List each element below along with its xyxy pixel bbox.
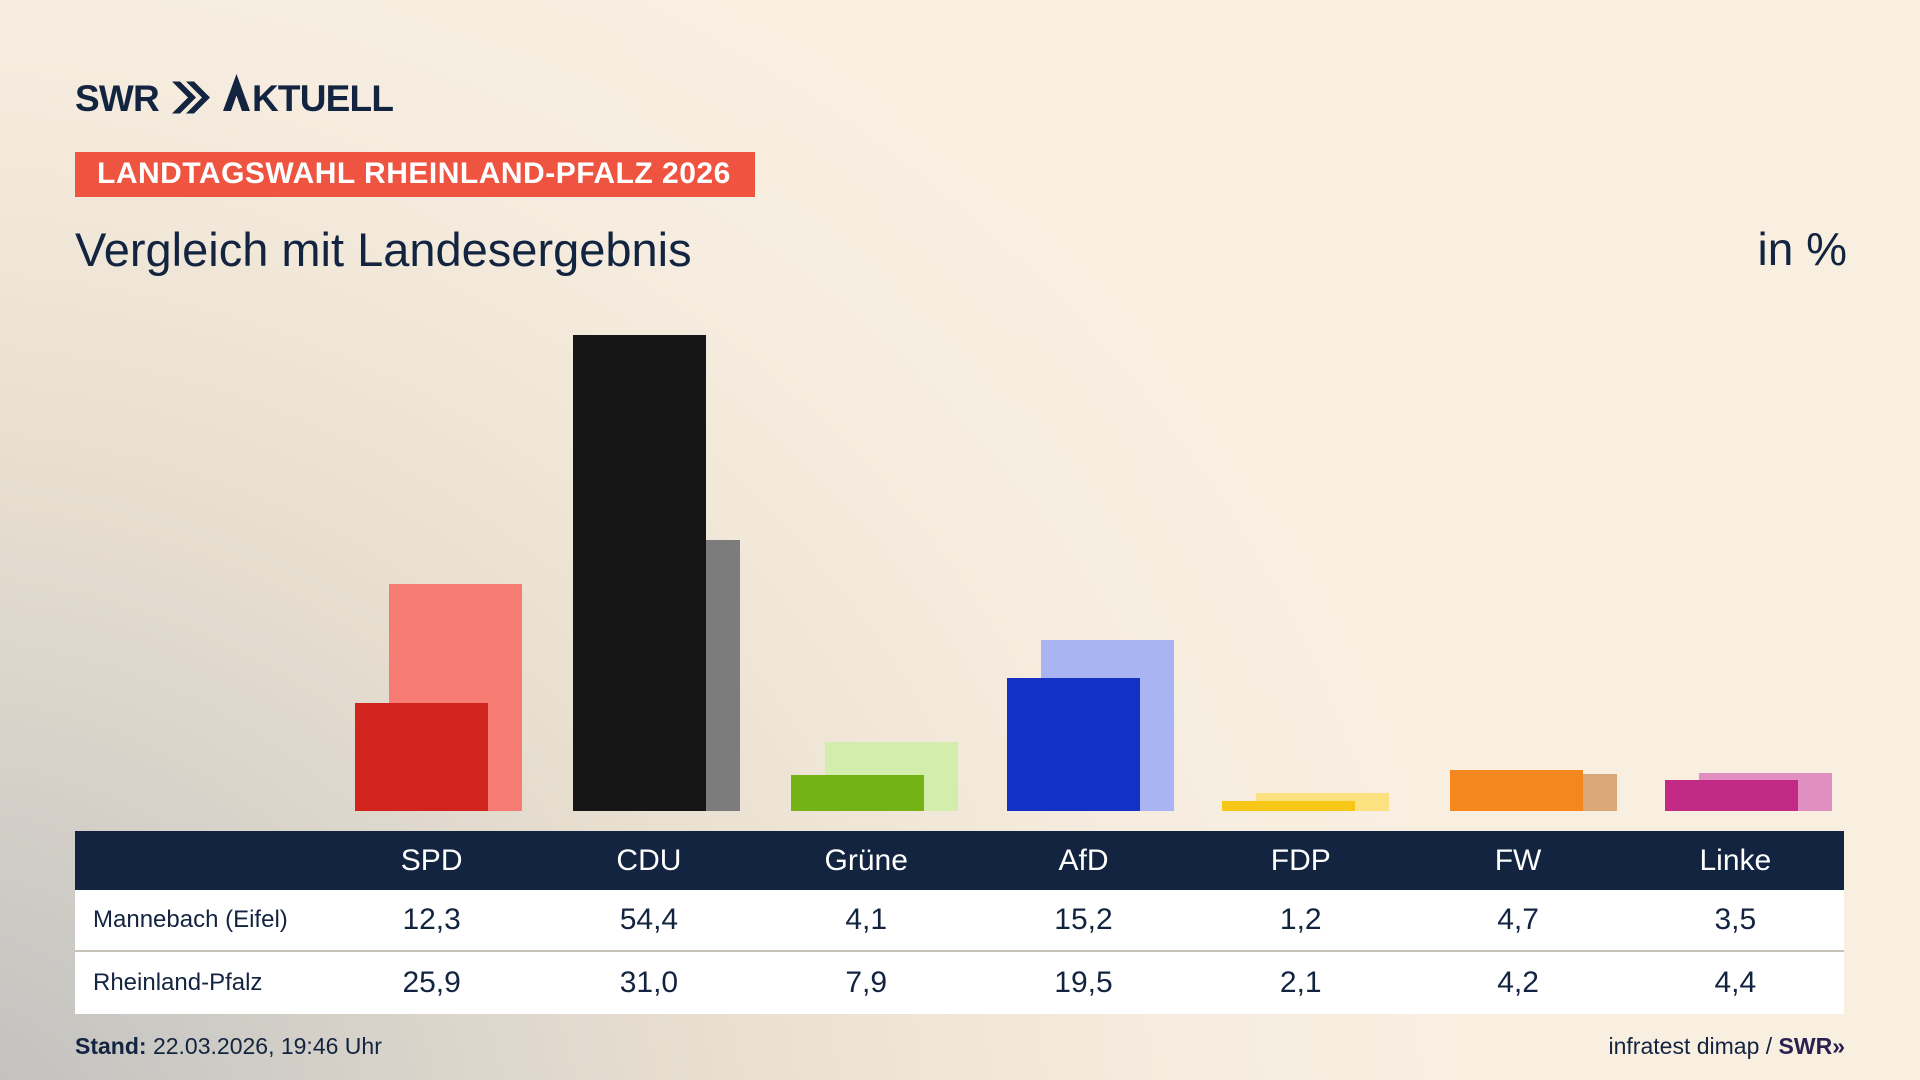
svg-text:KTUELL: KTUELL	[252, 78, 393, 119]
svg-text:SWR: SWR	[75, 78, 159, 119]
